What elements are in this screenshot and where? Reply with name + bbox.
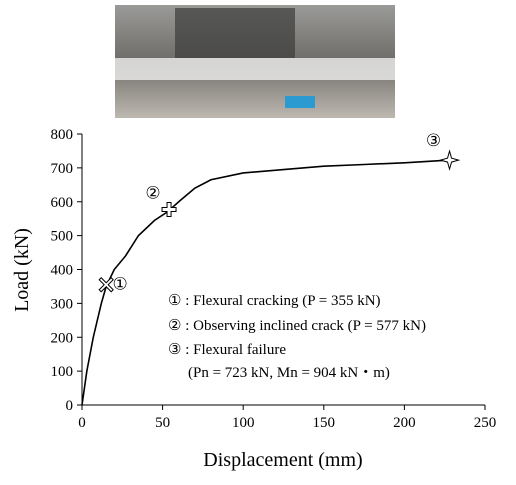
- y-tick-label: 700: [51, 161, 74, 177]
- key-point-label: ③: [426, 131, 441, 150]
- x-tick-label: 150: [313, 415, 336, 431]
- annotation: (Pn = 723 kN, Mn = 904 kN・m): [188, 365, 390, 381]
- key-point: [438, 149, 461, 171]
- y-axis-label: Load (kN): [11, 228, 33, 312]
- x-tick-label: 200: [393, 415, 416, 431]
- annotation: ① : Flexural cracking (P = 355 kN): [168, 293, 381, 309]
- y-tick-label: 400: [51, 263, 74, 279]
- y-tick-label: 0: [66, 398, 74, 414]
- y-tick-label: 300: [51, 296, 74, 312]
- key-point: [161, 202, 177, 218]
- y-tick-label: 800: [51, 127, 74, 143]
- annotation: ③ : Flexural failure: [168, 342, 286, 358]
- x-tick-label: 50: [155, 415, 170, 431]
- y-tick-label: 600: [51, 195, 74, 211]
- x-tick-label: 250: [474, 415, 497, 431]
- key-point-label: ②: [145, 184, 160, 203]
- x-tick-label: 0: [78, 415, 86, 431]
- x-axis-label: Displacement (mm): [203, 449, 362, 471]
- key-point-label: ①: [113, 275, 128, 294]
- x-tick-label: 100: [232, 415, 255, 431]
- annotation: ② : Observing inclined crack (P = 577 kN…: [168, 318, 426, 334]
- y-tick-label: 100: [51, 364, 74, 380]
- photo: [115, 5, 395, 118]
- y-tick-label: 200: [51, 330, 74, 346]
- key-point: [98, 277, 114, 293]
- y-tick-label: 500: [51, 229, 74, 245]
